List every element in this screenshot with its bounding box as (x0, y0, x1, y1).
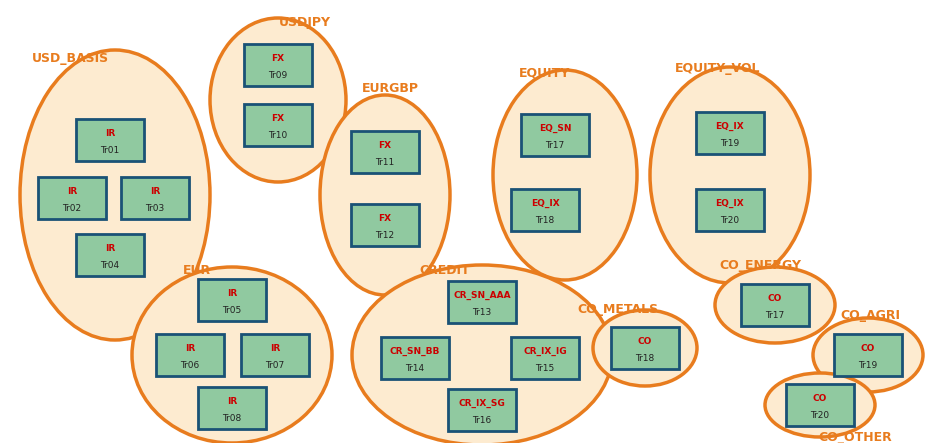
Text: EQ_IX: EQ_IX (716, 122, 744, 131)
Ellipse shape (132, 267, 332, 443)
Text: Tr20: Tr20 (721, 216, 740, 225)
Text: Tr11: Tr11 (375, 158, 395, 167)
FancyBboxPatch shape (198, 279, 266, 321)
Text: EQUITY_VOL: EQUITY_VOL (675, 62, 761, 74)
FancyBboxPatch shape (76, 119, 144, 161)
FancyBboxPatch shape (351, 131, 419, 173)
Text: Tr16: Tr16 (472, 416, 491, 425)
Text: Tr12: Tr12 (375, 231, 394, 240)
Text: USDJPY: USDJPY (279, 16, 331, 28)
Text: Tr08: Tr08 (223, 414, 242, 423)
Text: EURGBP: EURGBP (362, 82, 419, 94)
Text: Tr10: Tr10 (268, 131, 288, 140)
Ellipse shape (320, 95, 450, 295)
Text: CO_OTHER: CO_OTHER (818, 431, 892, 443)
Text: EQ_IX: EQ_IX (530, 199, 560, 208)
Text: CO_METALS: CO_METALS (578, 303, 659, 316)
Text: FX: FX (379, 214, 391, 223)
Text: Tr05: Tr05 (223, 306, 242, 315)
FancyBboxPatch shape (511, 189, 579, 231)
FancyBboxPatch shape (244, 104, 312, 146)
Text: Tr02: Tr02 (63, 204, 82, 213)
Text: CR_IX_SG: CR_IX_SG (459, 399, 506, 408)
Ellipse shape (493, 70, 637, 280)
Text: Tr20: Tr20 (810, 411, 829, 420)
FancyBboxPatch shape (786, 384, 854, 426)
Text: CO: CO (861, 344, 875, 353)
Text: CO_AGRI: CO_AGRI (840, 310, 900, 323)
Text: Tr13: Tr13 (472, 308, 491, 317)
Text: Tr17: Tr17 (545, 141, 565, 150)
FancyBboxPatch shape (448, 281, 516, 323)
FancyBboxPatch shape (696, 112, 764, 154)
Text: Tr07: Tr07 (266, 361, 285, 370)
Text: CO: CO (768, 294, 783, 303)
Ellipse shape (765, 373, 875, 437)
Text: CR_SN_BB: CR_SN_BB (389, 347, 440, 356)
Text: Tr18: Tr18 (635, 354, 655, 363)
Text: Tr19: Tr19 (721, 139, 740, 148)
Ellipse shape (715, 267, 835, 343)
Ellipse shape (210, 18, 346, 182)
Text: EUR: EUR (183, 264, 211, 276)
Text: Tr19: Tr19 (859, 361, 878, 370)
FancyBboxPatch shape (121, 177, 189, 219)
Text: CR_IX_IG: CR_IX_IG (524, 347, 566, 356)
FancyBboxPatch shape (448, 389, 516, 431)
FancyBboxPatch shape (156, 334, 224, 376)
Text: IR: IR (105, 129, 115, 138)
FancyBboxPatch shape (351, 204, 419, 246)
Text: IR: IR (269, 344, 280, 353)
Text: IR: IR (105, 244, 115, 253)
FancyBboxPatch shape (244, 44, 312, 86)
FancyBboxPatch shape (521, 114, 589, 156)
Text: Tr06: Tr06 (180, 361, 200, 370)
Text: Tr09: Tr09 (268, 71, 288, 80)
Text: CO: CO (813, 394, 827, 403)
Text: EQ_IX: EQ_IX (716, 199, 744, 208)
FancyBboxPatch shape (198, 387, 266, 429)
Ellipse shape (20, 50, 210, 340)
Text: IR: IR (67, 187, 77, 196)
Text: Tr14: Tr14 (406, 364, 425, 373)
Text: FX: FX (379, 141, 391, 150)
Ellipse shape (650, 67, 810, 283)
FancyBboxPatch shape (241, 334, 309, 376)
Text: IR: IR (185, 344, 195, 353)
FancyBboxPatch shape (76, 234, 144, 276)
Text: FX: FX (271, 54, 285, 63)
FancyBboxPatch shape (38, 177, 106, 219)
FancyBboxPatch shape (381, 337, 449, 379)
FancyBboxPatch shape (834, 334, 902, 376)
Text: EQ_SN: EQ_SN (539, 124, 571, 133)
Text: Tr01: Tr01 (100, 146, 120, 155)
FancyBboxPatch shape (696, 189, 764, 231)
Text: Tr15: Tr15 (535, 364, 555, 373)
FancyBboxPatch shape (611, 327, 679, 369)
Text: CO: CO (638, 337, 652, 346)
Text: CR_SN_AAA: CR_SN_AAA (453, 291, 511, 300)
Ellipse shape (593, 310, 697, 386)
Text: CREDIT: CREDIT (420, 264, 470, 276)
Ellipse shape (813, 318, 923, 392)
FancyBboxPatch shape (741, 284, 809, 326)
Text: IR: IR (227, 289, 237, 298)
Text: IR: IR (227, 397, 237, 406)
Text: IR: IR (149, 187, 160, 196)
Text: USD_BASIS: USD_BASIS (31, 51, 109, 65)
Text: EQUITY: EQUITY (520, 66, 570, 79)
Text: FX: FX (271, 114, 285, 123)
Text: Tr17: Tr17 (765, 311, 784, 320)
FancyBboxPatch shape (511, 337, 579, 379)
Text: CO_ENERGY: CO_ENERGY (719, 259, 801, 272)
Text: Tr04: Tr04 (101, 261, 120, 270)
Text: Tr03: Tr03 (146, 204, 165, 213)
Text: Tr18: Tr18 (535, 216, 555, 225)
Ellipse shape (352, 265, 612, 443)
